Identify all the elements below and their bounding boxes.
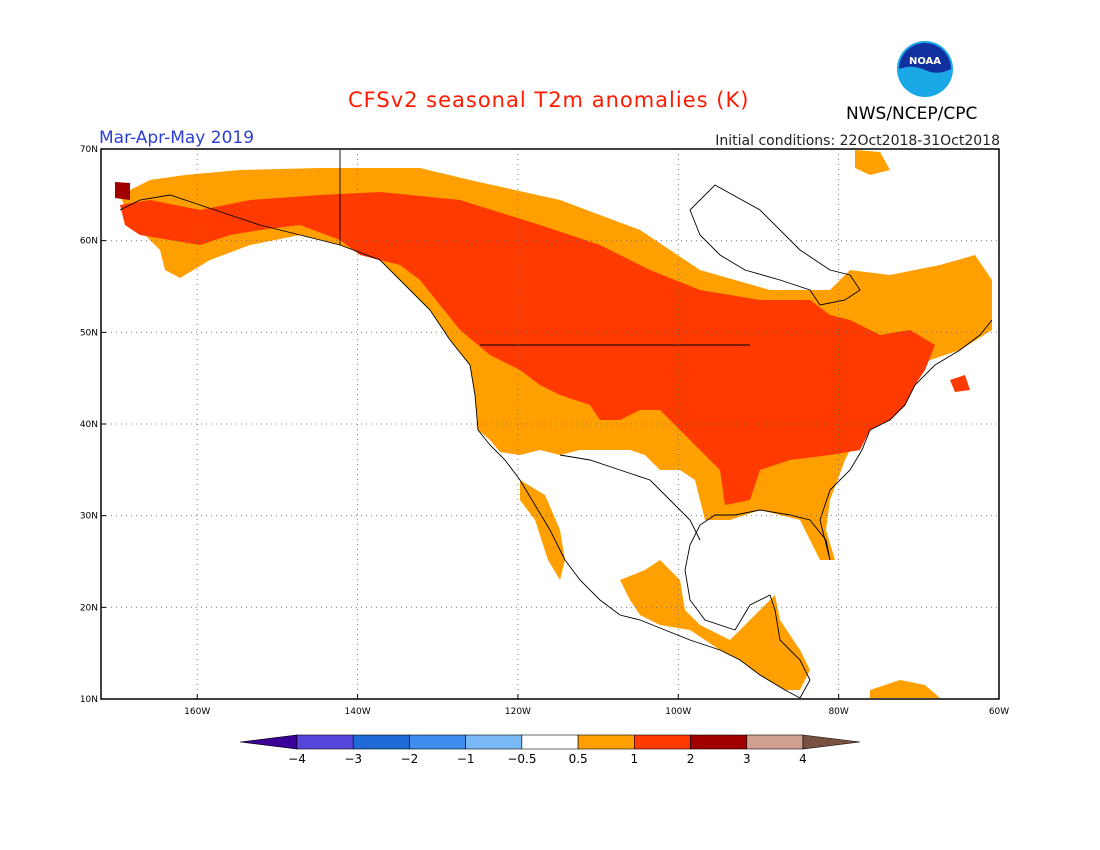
- initial-conditions: Initial conditions: 22Oct2018-31Oct2018: [715, 133, 1000, 149]
- forecast-period: Mar-Apr-May 2019: [99, 128, 255, 148]
- colorbar-swatch: [296, 734, 354, 750]
- colorbar-swatch: [690, 734, 748, 750]
- lat-tick-label: 10N: [80, 695, 98, 705]
- agency-label: NWS/NCEP/CPC: [846, 104, 978, 124]
- colorbar-label: −2: [401, 752, 419, 766]
- lat-tick-label: 20N: [80, 603, 98, 613]
- lat-tick-label: 60N: [80, 237, 98, 247]
- colorbar-swatch: [634, 734, 691, 750]
- lon-tick-label: 100W: [665, 707, 691, 717]
- colorbar-label: −3: [344, 752, 362, 766]
- lon-tick-label: 80W: [828, 707, 848, 717]
- colorbar-swatch: [521, 734, 579, 750]
- graticule: [101, 149, 999, 699]
- lat-tick-label: 30N: [80, 512, 98, 522]
- colorbar-label: −1: [457, 752, 475, 766]
- lon-tick-label: 60W: [989, 707, 1009, 717]
- colorbar-label: 0.5: [569, 752, 588, 766]
- colorbar: −4 −3 −2 −1 −0.5 0.5 1 2 3 4: [239, 734, 861, 766]
- colorbar-swatch: [409, 734, 466, 750]
- lat-tick-label: 50N: [80, 328, 98, 338]
- colorbar-label: 3: [743, 752, 751, 766]
- lat-tick-label: 40N: [80, 420, 98, 430]
- colorbar-label: 4: [799, 752, 807, 766]
- map-title: CFSv2 seasonal T2m anomalies (K): [348, 88, 750, 112]
- lon-tick-label: 160W: [184, 707, 210, 717]
- lat-tick-label: 70N: [80, 145, 98, 155]
- noaa-logo: NOAA: [897, 41, 953, 97]
- colorbar-high-arrow: [802, 734, 861, 750]
- colorbar-swatch: [352, 734, 410, 750]
- anomaly-1-to-2-region: [115, 182, 970, 505]
- colorbar-label: −4: [288, 752, 306, 766]
- colorbar-swatch: [746, 734, 804, 750]
- colorbar-label: 2: [687, 752, 695, 766]
- colorbar-swatch: [577, 734, 635, 750]
- colorbar-swatch: [465, 734, 523, 750]
- coastline: [119, 150, 993, 699]
- colorbar-low-arrow: [239, 734, 298, 750]
- colorbar-label: −0.5: [507, 752, 536, 766]
- lon-tick-label: 140W: [345, 707, 371, 717]
- lon-tick-label: 120W: [505, 707, 531, 717]
- logo-text: NOAA: [909, 56, 941, 67]
- colorbar-label: 1: [631, 752, 639, 766]
- axis-ticks: 160W 140W 120W 100W 80W 60W 70N 60N 50N 40N 30N 20N…: [80, 145, 1009, 717]
